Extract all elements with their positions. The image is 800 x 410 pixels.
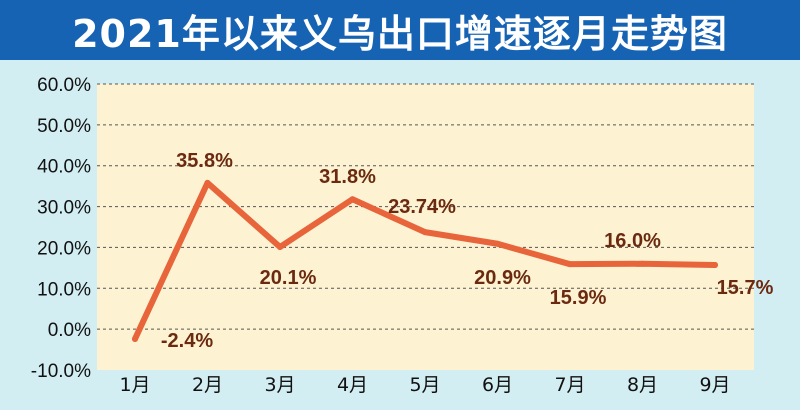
data-label: -2.4% xyxy=(161,330,213,352)
y-tick-label: 60.0% xyxy=(37,75,91,96)
data-label: 20.1% xyxy=(260,267,317,289)
data-point xyxy=(132,335,138,342)
y-tick-label: -10.0% xyxy=(31,361,91,382)
x-tick-label: 5月 xyxy=(409,374,440,396)
y-tick-label: 40.0% xyxy=(37,157,91,178)
x-tick-label: 8月 xyxy=(627,374,658,396)
data-label: 31.8% xyxy=(319,166,376,188)
data-point xyxy=(639,260,646,267)
x-tick-label: 9月 xyxy=(699,374,730,396)
x-tick-label: 3月 xyxy=(264,374,295,396)
data-label: 16.0% xyxy=(604,230,661,252)
y-tick-label: 20.0% xyxy=(37,238,91,259)
data-point xyxy=(567,261,573,268)
data-label: 15.7% xyxy=(717,277,774,299)
chart-title: 2021年以来义乌出口增速逐月走势图 xyxy=(72,11,728,56)
data-point xyxy=(494,240,501,247)
line-chart: 60.0% 50.0% 40.0% 30.0% 20.0% 10.0% 0.0% -10.0%… xyxy=(31,75,774,396)
x-tick-label: 7月 xyxy=(554,374,585,396)
data-label: 15.9% xyxy=(550,287,607,309)
x-tick-label: 1月 xyxy=(119,374,150,396)
data-point xyxy=(422,229,428,236)
title-bar: 2021年以来义乌出口增速逐月走势图 xyxy=(0,0,800,60)
y-tick-label: 10.0% xyxy=(37,279,91,300)
data-label: 35.8% xyxy=(176,150,233,172)
data-point xyxy=(712,261,718,268)
y-tick-label: 50.0% xyxy=(37,116,91,137)
y-tick-label: 0.0% xyxy=(48,320,91,341)
data-point xyxy=(349,196,356,203)
data-label: 23.74% xyxy=(388,196,456,218)
x-tick-label: 2月 xyxy=(192,374,223,396)
data-point xyxy=(204,179,211,186)
x-tick-label: 4月 xyxy=(337,374,368,396)
data-point xyxy=(277,244,283,251)
data-label: 20.9% xyxy=(474,267,531,289)
plot-area xyxy=(97,84,754,370)
y-tick-label: 30.0% xyxy=(37,198,91,219)
x-tick-label: 6月 xyxy=(482,374,513,396)
